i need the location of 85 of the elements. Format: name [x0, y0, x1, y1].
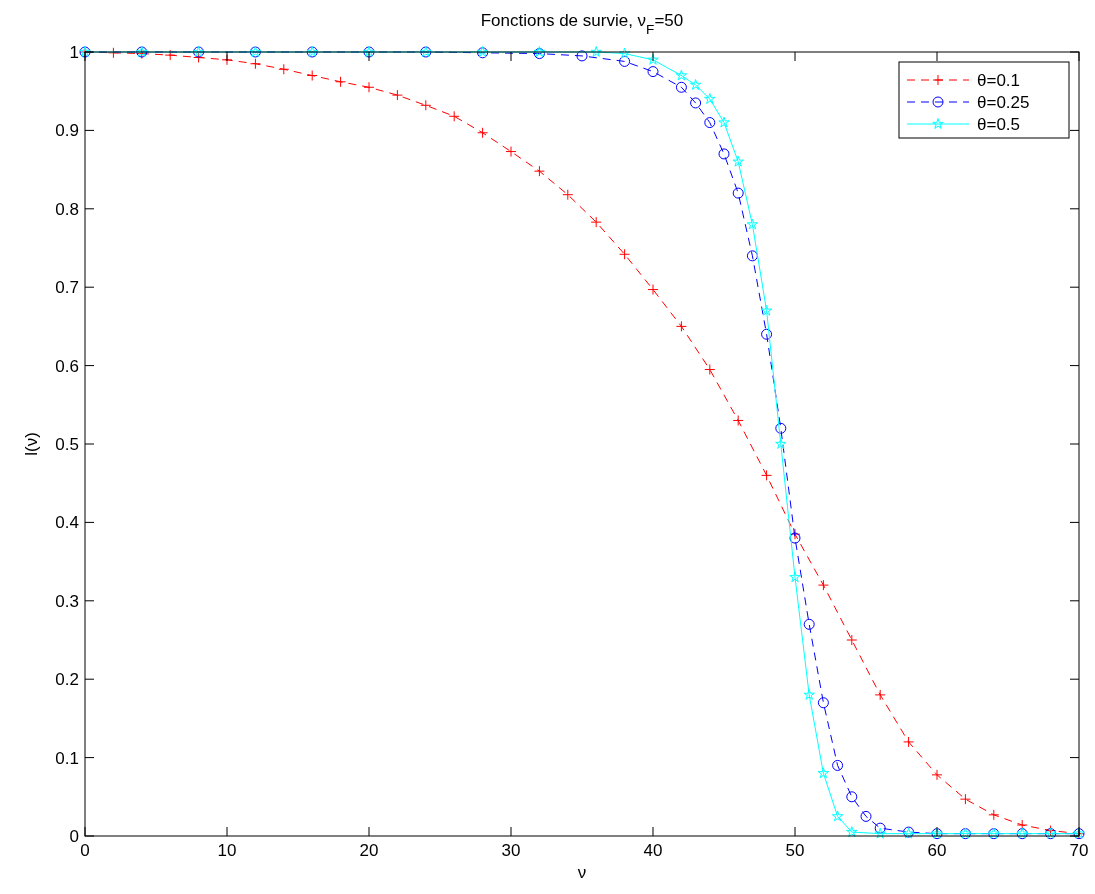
point — [803, 688, 815, 700]
point — [704, 93, 716, 104]
point — [732, 414, 744, 426]
y-tick-label: 0.4 — [55, 513, 79, 533]
point — [718, 148, 730, 160]
x-tick-label: 20 — [359, 841, 379, 860]
point — [249, 58, 261, 70]
point — [846, 826, 858, 838]
point — [689, 78, 702, 90]
point — [505, 146, 517, 158]
y-tick-label: 0.1 — [55, 748, 79, 768]
point — [803, 618, 815, 630]
point — [647, 284, 659, 296]
point — [732, 187, 744, 199]
chart-title: Fonctions de survie, ν$_{F}$=50 — [480, 11, 684, 37]
y-tick-label: 0.2 — [55, 670, 79, 690]
point — [817, 767, 830, 779]
point — [647, 66, 659, 78]
point — [306, 70, 318, 82]
point — [831, 810, 844, 822]
point — [391, 89, 403, 101]
point — [690, 97, 702, 109]
point — [931, 769, 943, 781]
point — [704, 117, 716, 129]
point — [590, 46, 602, 57]
point — [278, 63, 290, 75]
point — [874, 689, 886, 701]
point — [988, 809, 1000, 821]
point — [761, 469, 773, 481]
point — [760, 304, 773, 316]
y-axis-title: l(ν) — [22, 432, 41, 456]
point — [789, 571, 801, 583]
point — [576, 50, 588, 62]
point — [675, 69, 688, 81]
point — [448, 110, 460, 122]
point — [732, 155, 744, 167]
legend-label: θ=0.1 — [977, 71, 1021, 90]
point — [619, 55, 631, 67]
point — [618, 47, 631, 59]
point — [562, 189, 574, 201]
point — [420, 99, 432, 111]
point — [704, 364, 716, 376]
point — [746, 218, 759, 230]
y-tick-label: 0.9 — [55, 121, 79, 141]
point — [761, 328, 773, 340]
legend-label: θ=0.5 — [977, 115, 1021, 134]
x-tick-label: 10 — [217, 841, 237, 860]
point — [846, 634, 858, 646]
x-tick-label: 30 — [501, 841, 521, 860]
x-tick-label: 50 — [785, 841, 805, 860]
point — [675, 320, 687, 332]
point — [619, 248, 631, 260]
point — [874, 827, 886, 839]
x-tick-label: 60 — [927, 841, 947, 860]
point — [775, 422, 787, 434]
point — [775, 438, 787, 449]
point — [817, 697, 829, 709]
point — [718, 116, 730, 128]
y-tick-label: 0.3 — [55, 591, 79, 611]
x-axis-title: ν — [577, 863, 587, 882]
y-tick-label: 0.8 — [55, 199, 79, 219]
point — [675, 81, 687, 93]
x-tick-label: 40 — [643, 841, 663, 860]
y-tick-label: 0.5 — [55, 435, 79, 454]
point — [335, 76, 347, 88]
point — [874, 822, 886, 834]
y-tick-label: 0.6 — [55, 356, 79, 376]
point — [477, 127, 489, 139]
point — [746, 250, 758, 262]
point — [164, 49, 176, 61]
point — [860, 810, 872, 822]
point — [363, 81, 375, 93]
legend-label: θ=0.25 — [977, 93, 1030, 112]
point — [533, 165, 545, 177]
point — [789, 532, 801, 544]
point — [817, 579, 829, 591]
y-tick-label: 1 — [69, 43, 79, 62]
point — [903, 736, 915, 748]
point — [846, 791, 858, 803]
y-tick-label: 0 — [69, 827, 79, 846]
y-tick-label: 0.7 — [55, 278, 79, 298]
point — [959, 793, 971, 805]
x-tick-label: 70 — [1069, 841, 1089, 860]
point — [590, 216, 602, 228]
point — [832, 759, 844, 771]
